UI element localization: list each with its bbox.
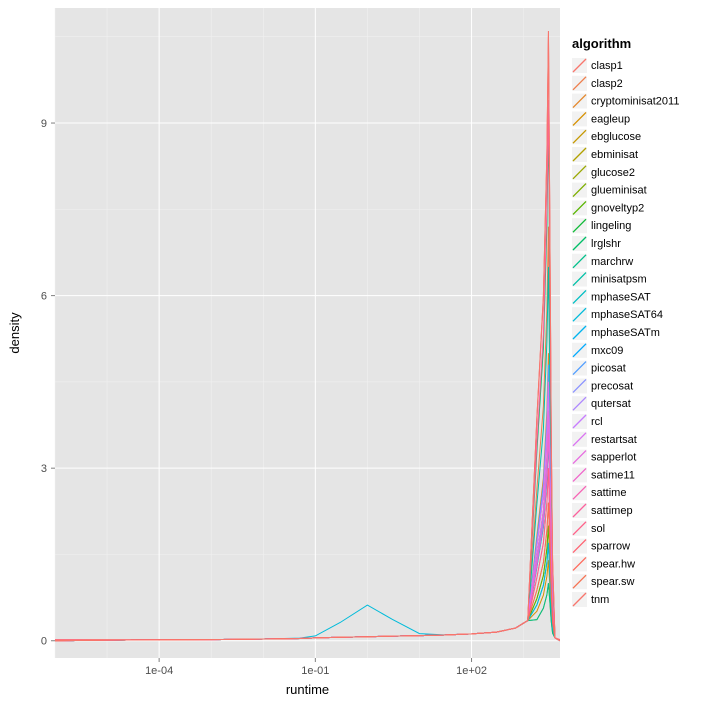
legend-label: sattime	[591, 487, 626, 499]
legend-label: eagleup	[591, 113, 630, 125]
legend-label: mxc09	[591, 345, 623, 357]
legend-label: gnoveltyp2	[591, 202, 644, 214]
svg-text:1e+02: 1e+02	[456, 665, 487, 677]
legend-label: mphaseSATm	[591, 327, 660, 339]
legend-label: picosat	[591, 363, 626, 375]
plot-panel	[55, 8, 560, 658]
legend-label: glucose2	[591, 167, 635, 179]
legend-label: satime11	[591, 469, 635, 481]
x-axis-label: runtime	[286, 682, 329, 697]
legend-label: ebglucose	[591, 131, 641, 143]
legend-label: minisatpsm	[591, 274, 647, 286]
y-axis-label: density	[7, 312, 22, 354]
legend-title: algorithm	[572, 36, 631, 51]
legend-label: precosat	[591, 380, 633, 392]
legend-label: clasp1	[591, 60, 623, 72]
legend-label: clasp2	[591, 78, 623, 90]
legend-label: tnm	[591, 594, 609, 606]
legend-label: mphaseSAT64	[591, 309, 663, 321]
svg-text:1e-04: 1e-04	[145, 665, 173, 677]
svg-text:1e-01: 1e-01	[301, 665, 329, 677]
legend-label: lingeling	[591, 220, 631, 232]
svg-text:0: 0	[41, 636, 47, 648]
legend-label: sparrow	[591, 541, 630, 553]
legend-label: sol	[591, 523, 605, 535]
legend-label: lrglshr	[591, 238, 621, 250]
svg-text:3: 3	[41, 463, 47, 475]
legend-label: rcl	[591, 416, 603, 428]
legend-label: glueminisat	[591, 185, 647, 197]
legend-label: restartsat	[591, 434, 637, 446]
legend-label: sapperlot	[591, 452, 636, 464]
density-chart: 1e-04 1e-01 1e+02 0 3 6 9 runtime density algorit…	[0, 0, 720, 720]
svg-text:6: 6	[41, 291, 47, 303]
legend-label: qutersat	[591, 398, 631, 410]
legend-label: spear.sw	[591, 576, 634, 588]
legend-label: mphaseSAT	[591, 291, 651, 303]
svg-text:9: 9	[41, 118, 47, 130]
legend-label: ebminisat	[591, 149, 638, 161]
legend-label: spear.hw	[591, 558, 635, 570]
legend-label: marchrw	[591, 256, 633, 268]
legend-label: sattimep	[591, 505, 633, 517]
legend-label: cryptominisat2011	[591, 96, 679, 108]
